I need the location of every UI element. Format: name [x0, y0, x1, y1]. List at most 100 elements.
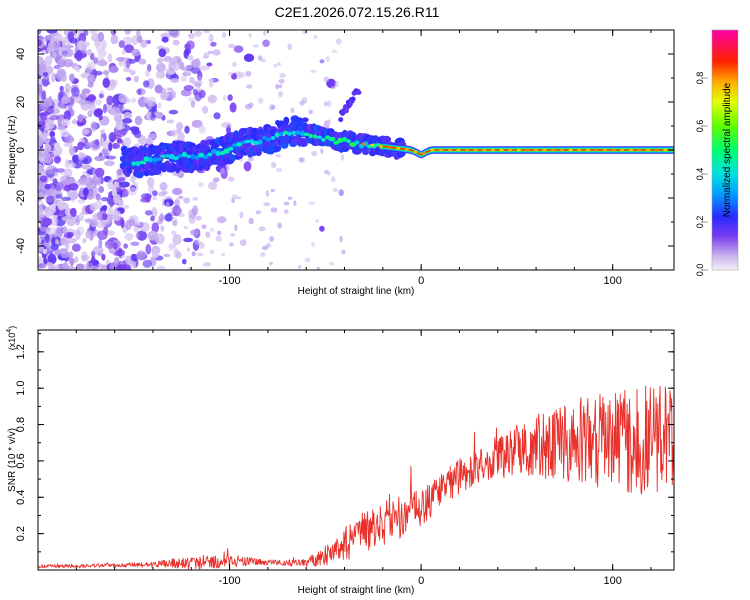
- spectrogram-noise-cell: [133, 223, 139, 228]
- spectrogram-noise-cell: [191, 119, 203, 128]
- spectrogram-noise-cell: [170, 90, 176, 99]
- spectrogram-noise-cell: [81, 164, 92, 170]
- spectrogram-tone-bead: [508, 148, 513, 152]
- spectrogram-noise-cell: [194, 30, 203, 37]
- spectrogram-ytick-label: 40: [15, 48, 27, 60]
- spectrogram-core-cell: [291, 130, 297, 136]
- spectrogram-noise-cell: [78, 114, 84, 123]
- spectrogram-noise-cell: [230, 232, 236, 237]
- spectrogram-noise-cell: [110, 134, 122, 140]
- spectrogram-noise-cell: [123, 243, 129, 249]
- spectrogram-noise-cell: [135, 232, 140, 238]
- spectrogram-noise-cell: [284, 209, 289, 215]
- spectrogram-noise-cell: [42, 72, 49, 77]
- spectrogram-noise-cell: [97, 60, 108, 67]
- spectrogram-marks: [38, 30, 674, 270]
- spectrogram-tone-bead: [654, 148, 659, 152]
- spectrogram-tone-bead: [404, 148, 409, 151]
- spectrogram-signal-cell: [283, 116, 290, 125]
- spectrogram-signal-cell: [350, 96, 356, 102]
- spectrogram-tone-bead: [482, 148, 487, 152]
- spectrogram-noise-cell: [38, 163, 43, 172]
- spectrogram-noise-cell: [124, 30, 132, 35]
- spectrogram-noise-cell: [117, 200, 125, 208]
- spectrogram-noise-cell: [117, 177, 126, 182]
- spectrogram-noise-cell: [159, 182, 168, 191]
- spectrogram-noise-cell: [239, 211, 244, 219]
- spectrogram-noise-cell: [145, 39, 152, 45]
- spectrogram-noise-cell: [61, 53, 67, 62]
- spectrogram-noise-cell: [143, 80, 150, 88]
- spectrogram-noise-cell: [133, 226, 140, 233]
- spectrogram-core-cell: [282, 130, 289, 135]
- spectrogram-noise-cell: [207, 78, 215, 82]
- spectrogram-noise-cell: [122, 36, 133, 45]
- spectrogram-noise-cell: [316, 266, 320, 270]
- spectrogram-core-cell: [143, 156, 150, 162]
- spectrogram-noise-cell: [198, 242, 205, 249]
- spectrogram-noise-cell: [339, 235, 343, 243]
- spectrogram-noise-cell: [38, 192, 45, 199]
- spectrogram-noise-cell: [257, 97, 264, 104]
- spectrogram-signal-cell: [299, 138, 308, 144]
- spectrogram-noise-cell: [275, 167, 283, 173]
- spectrogram-noise-cell: [187, 54, 194, 61]
- spectrogram-noise-cell: [145, 137, 154, 145]
- spectrogram-noise-cell: [177, 131, 185, 142]
- spectrogram-noise-cell: [63, 44, 74, 49]
- spectrogram-noise-cell: [113, 242, 118, 250]
- spectrogram-noise-cell: [100, 129, 105, 135]
- spectrogram-noise-cell: [56, 168, 65, 173]
- spectrogram-core-cell: [274, 132, 280, 138]
- snr-ytick-label: 0.4: [15, 490, 27, 505]
- spectrogram-noise-cell: [194, 82, 202, 88]
- spectrogram-noise-cell: [187, 97, 195, 102]
- spectrogram-noise-cell: [172, 62, 180, 72]
- spectrogram-noise-cell: [82, 187, 89, 197]
- spectrogram-noise-cell: [85, 219, 97, 224]
- spectrogram-noise-cell: [245, 84, 253, 89]
- spectrogram-core-cell: [337, 137, 344, 143]
- spectrogram-noise-cell: [299, 100, 305, 106]
- spectrogram-noise-cell: [45, 65, 54, 74]
- spectrogram-core-cell: [190, 154, 196, 160]
- spectrogram-noise-cell: [94, 108, 104, 116]
- spectrogram-panel: -100 0 100 -40 -20 0 20 40 Height of str…: [7, 29, 675, 297]
- spectrogram-noise-cell: [202, 262, 212, 267]
- spectrogram-ticks: [37, 29, 674, 271]
- spectrogram-noise-cell: [97, 221, 105, 229]
- spectrogram-noise-cell: [172, 171, 183, 177]
- spectrogram-noise-cell: [123, 137, 132, 147]
- spectrogram-noise-cell: [163, 253, 171, 258]
- colorbar-gradient: [712, 30, 738, 270]
- spectrogram-noise-cell: [323, 101, 328, 107]
- spectrogram-noise-cell: [121, 49, 126, 55]
- spectrogram-noise-cell: [199, 65, 210, 71]
- spectrogram-noise-cell: [77, 152, 85, 161]
- spectrogram-noise-cell: [260, 252, 266, 257]
- spectrogram-noise-cell: [110, 34, 119, 45]
- spectrogram-noise-cell: [137, 88, 142, 95]
- spectrogram-noise-cell: [146, 177, 155, 188]
- spectrogram-noise-cell: [279, 73, 286, 78]
- spectrogram-noise-cell: [78, 53, 88, 58]
- spectrogram-noise-cell: [308, 109, 313, 115]
- spectrogram-noise-cell: [102, 77, 110, 88]
- spectrogram-noise-cell: [38, 245, 45, 252]
- spectrogram-noise-cell: [97, 230, 108, 240]
- spectrogram-noise-cell: [270, 189, 276, 192]
- spectrogram-noise-cell: [191, 251, 196, 257]
- spectrogram-noise-cell: [89, 202, 98, 212]
- spectrogram-noise-cell: [38, 59, 44, 65]
- spectrogram-xtick-label: 0: [418, 275, 424, 287]
- spectrogram-noise-cell: [234, 224, 238, 232]
- snr-ytick-label: 0.8: [15, 417, 27, 432]
- spectrogram-ylabel: Frequency (Hz): [7, 116, 18, 185]
- spectrogram-noise-cell: [87, 110, 93, 118]
- spectrogram-noise-cell: [64, 83, 71, 93]
- spectrogram-noise-cell: [51, 236, 56, 246]
- snr-ticks: [37, 330, 674, 571]
- colorbar-tick-label: 0.6: [695, 120, 705, 133]
- spectrogram-noise-cell: [192, 88, 198, 96]
- spectrogram-noise-cell: [329, 262, 334, 266]
